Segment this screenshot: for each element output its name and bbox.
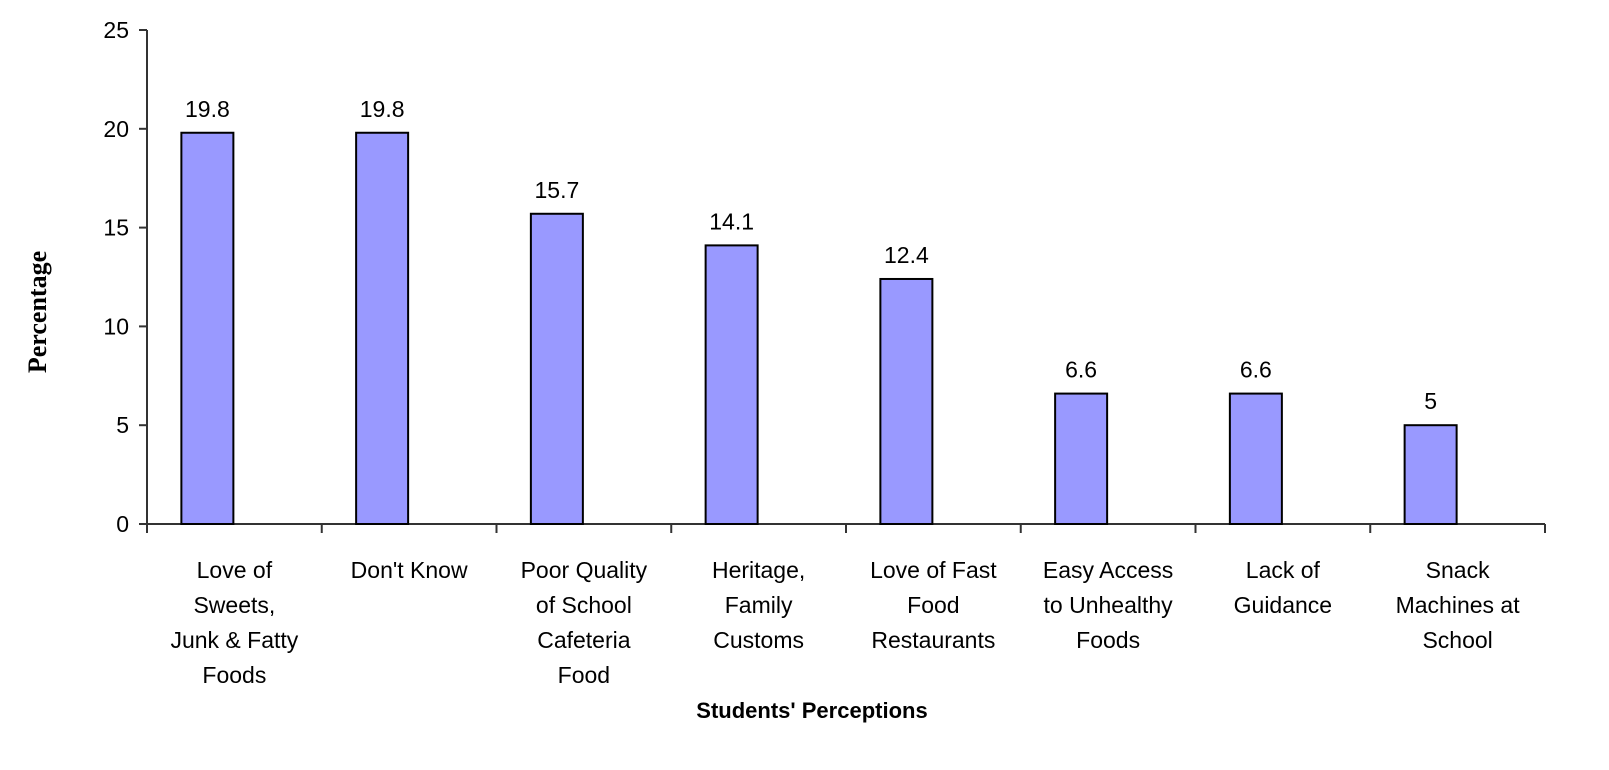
y-tick-label: 20 — [103, 116, 129, 142]
x-tick-label: Snack — [1426, 557, 1490, 583]
bar — [1228, 392, 1283, 526]
y-tick-label: 5 — [116, 412, 129, 438]
x-tick-label: Love of Fast — [870, 557, 997, 583]
x-tick-label: Family — [725, 592, 793, 618]
x-tick-label: Foods — [202, 662, 266, 688]
value-label: 6.6 — [1065, 357, 1097, 383]
x-tick-label: to Unhealthy — [1044, 592, 1174, 618]
x-tick-label: School — [1422, 627, 1492, 653]
value-label: 19.8 — [185, 96, 230, 122]
x-tick-label: Don't Know — [351, 557, 468, 583]
value-label: 19.8 — [360, 96, 405, 122]
x-tick-label: Machines at — [1396, 592, 1521, 618]
x-tick-label: Food — [558, 662, 610, 688]
x-tick-label: Sweets, — [193, 592, 275, 618]
x-tick-label: Restaurants — [871, 627, 995, 653]
x-tick-label: of School — [536, 592, 632, 618]
value-label: 14.1 — [709, 208, 754, 234]
x-tick-label: Junk & Fatty — [170, 627, 298, 653]
x-tick-label: Lack of — [1246, 557, 1321, 583]
y-tick-label: 10 — [103, 313, 129, 339]
bar — [529, 212, 584, 525]
x-tick-label: Food — [907, 592, 959, 618]
bar — [355, 131, 410, 525]
x-tick-label: Customs — [713, 627, 804, 653]
y-tick-label: 25 — [103, 17, 129, 43]
bar — [1403, 424, 1458, 526]
x-tick-label: Poor Quality — [521, 557, 648, 583]
x-axis-title: Students' Perceptions — [696, 698, 927, 723]
bar — [1054, 392, 1109, 526]
bar — [879, 277, 934, 526]
bar — [180, 131, 235, 525]
x-tick-label: Guidance — [1234, 592, 1332, 618]
value-label: 5 — [1424, 388, 1437, 414]
value-label: 15.7 — [534, 177, 579, 203]
x-tick-label: Foods — [1076, 627, 1140, 653]
x-tick-label: Love of — [197, 557, 273, 583]
y-tick-label: 15 — [103, 215, 129, 241]
x-tick-label: Heritage, — [712, 557, 805, 583]
value-label: 6.6 — [1240, 357, 1272, 383]
x-tick-label: Cafeteria — [537, 627, 631, 653]
x-tick-label: Easy Access — [1043, 557, 1173, 583]
y-tick-label: 0 — [116, 511, 129, 537]
y-axis-title: Percentage — [23, 251, 52, 373]
value-label: 12.4 — [884, 242, 929, 268]
bar — [704, 244, 759, 525]
